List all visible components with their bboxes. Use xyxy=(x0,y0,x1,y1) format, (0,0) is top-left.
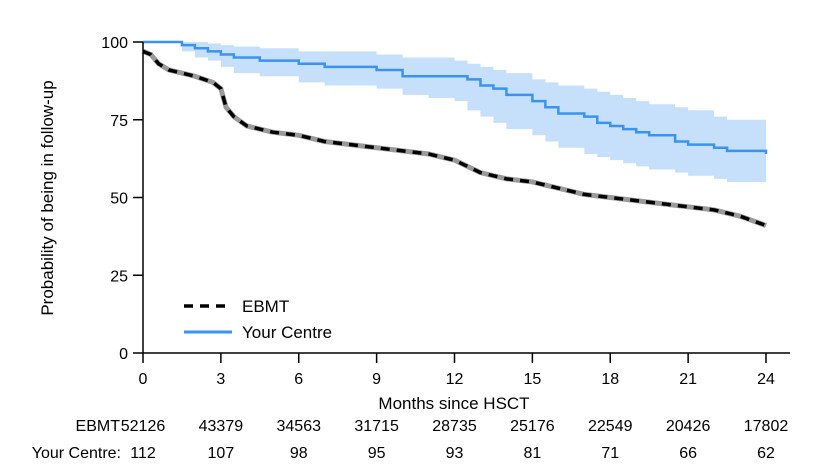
series-layer xyxy=(142,40,768,228)
risk-row-label: EBMT xyxy=(76,418,121,435)
risk-cell: 28735 xyxy=(432,418,477,435)
risk-cell: 71 xyxy=(601,445,619,462)
risk-row-label: Your Centre: xyxy=(32,445,121,462)
x-tick-label: 15 xyxy=(523,371,541,388)
risk-cell: 66 xyxy=(679,445,697,462)
risk-cell: 93 xyxy=(446,445,464,462)
series-line-your-centre xyxy=(143,40,768,154)
risk-cell: 22549 xyxy=(588,418,633,435)
risk-cell: 34563 xyxy=(277,418,322,435)
risk-cell: 52126 xyxy=(121,418,166,435)
x-tick-label: 21 xyxy=(679,371,697,388)
x-tick-label: 24 xyxy=(757,371,775,388)
risk-table: EBMT 52126 43379 34563 31715 28735 25176 22549 2… xyxy=(32,418,789,462)
series-line-ebmt xyxy=(142,49,767,228)
x-tick-label: 18 xyxy=(601,371,619,388)
risk-cell: 31715 xyxy=(354,418,399,435)
y-axis-title: Probability of being in follow-up xyxy=(38,80,57,315)
risk-cell: 17802 xyxy=(744,418,789,435)
legend: EBMT Your Centre xyxy=(184,297,332,342)
risk-cell: 25176 xyxy=(510,418,555,435)
x-tick-label: 6 xyxy=(294,371,303,388)
risk-cell: 112 xyxy=(130,445,156,462)
y-tick-label: 100 xyxy=(101,35,128,52)
x-tick-label: 3 xyxy=(216,371,225,388)
y-tick-label: 25 xyxy=(110,268,128,285)
risk-cell: 81 xyxy=(523,445,541,462)
your-centre-confidence-band xyxy=(143,42,766,182)
risk-cell: 95 xyxy=(368,445,386,462)
risk-cell: 20426 xyxy=(666,418,711,435)
x-axis-title: Months since HSCT xyxy=(378,394,529,413)
confidence-band-layer xyxy=(143,42,766,182)
risk-cell: 107 xyxy=(208,445,235,462)
risk-cell: 98 xyxy=(290,445,308,462)
risk-cell: 62 xyxy=(757,445,775,462)
y-tick-label: 0 xyxy=(119,346,128,363)
legend-label-ebmt: EBMT xyxy=(242,297,289,316)
x-tick-label: 12 xyxy=(446,371,464,388)
legend-label-your-centre: Your Centre xyxy=(242,323,332,342)
x-tick-label: 9 xyxy=(372,371,381,388)
y-tick-label: 75 xyxy=(110,113,128,130)
y-tick-label: 50 xyxy=(110,191,128,208)
y-ticks: 0 25 50 75 100 xyxy=(101,35,143,363)
x-ticks: 0 3 6 9 12 15 18 21 24 xyxy=(139,353,775,388)
x-tick-label: 0 xyxy=(139,371,148,388)
risk-cell: 43379 xyxy=(199,418,244,435)
